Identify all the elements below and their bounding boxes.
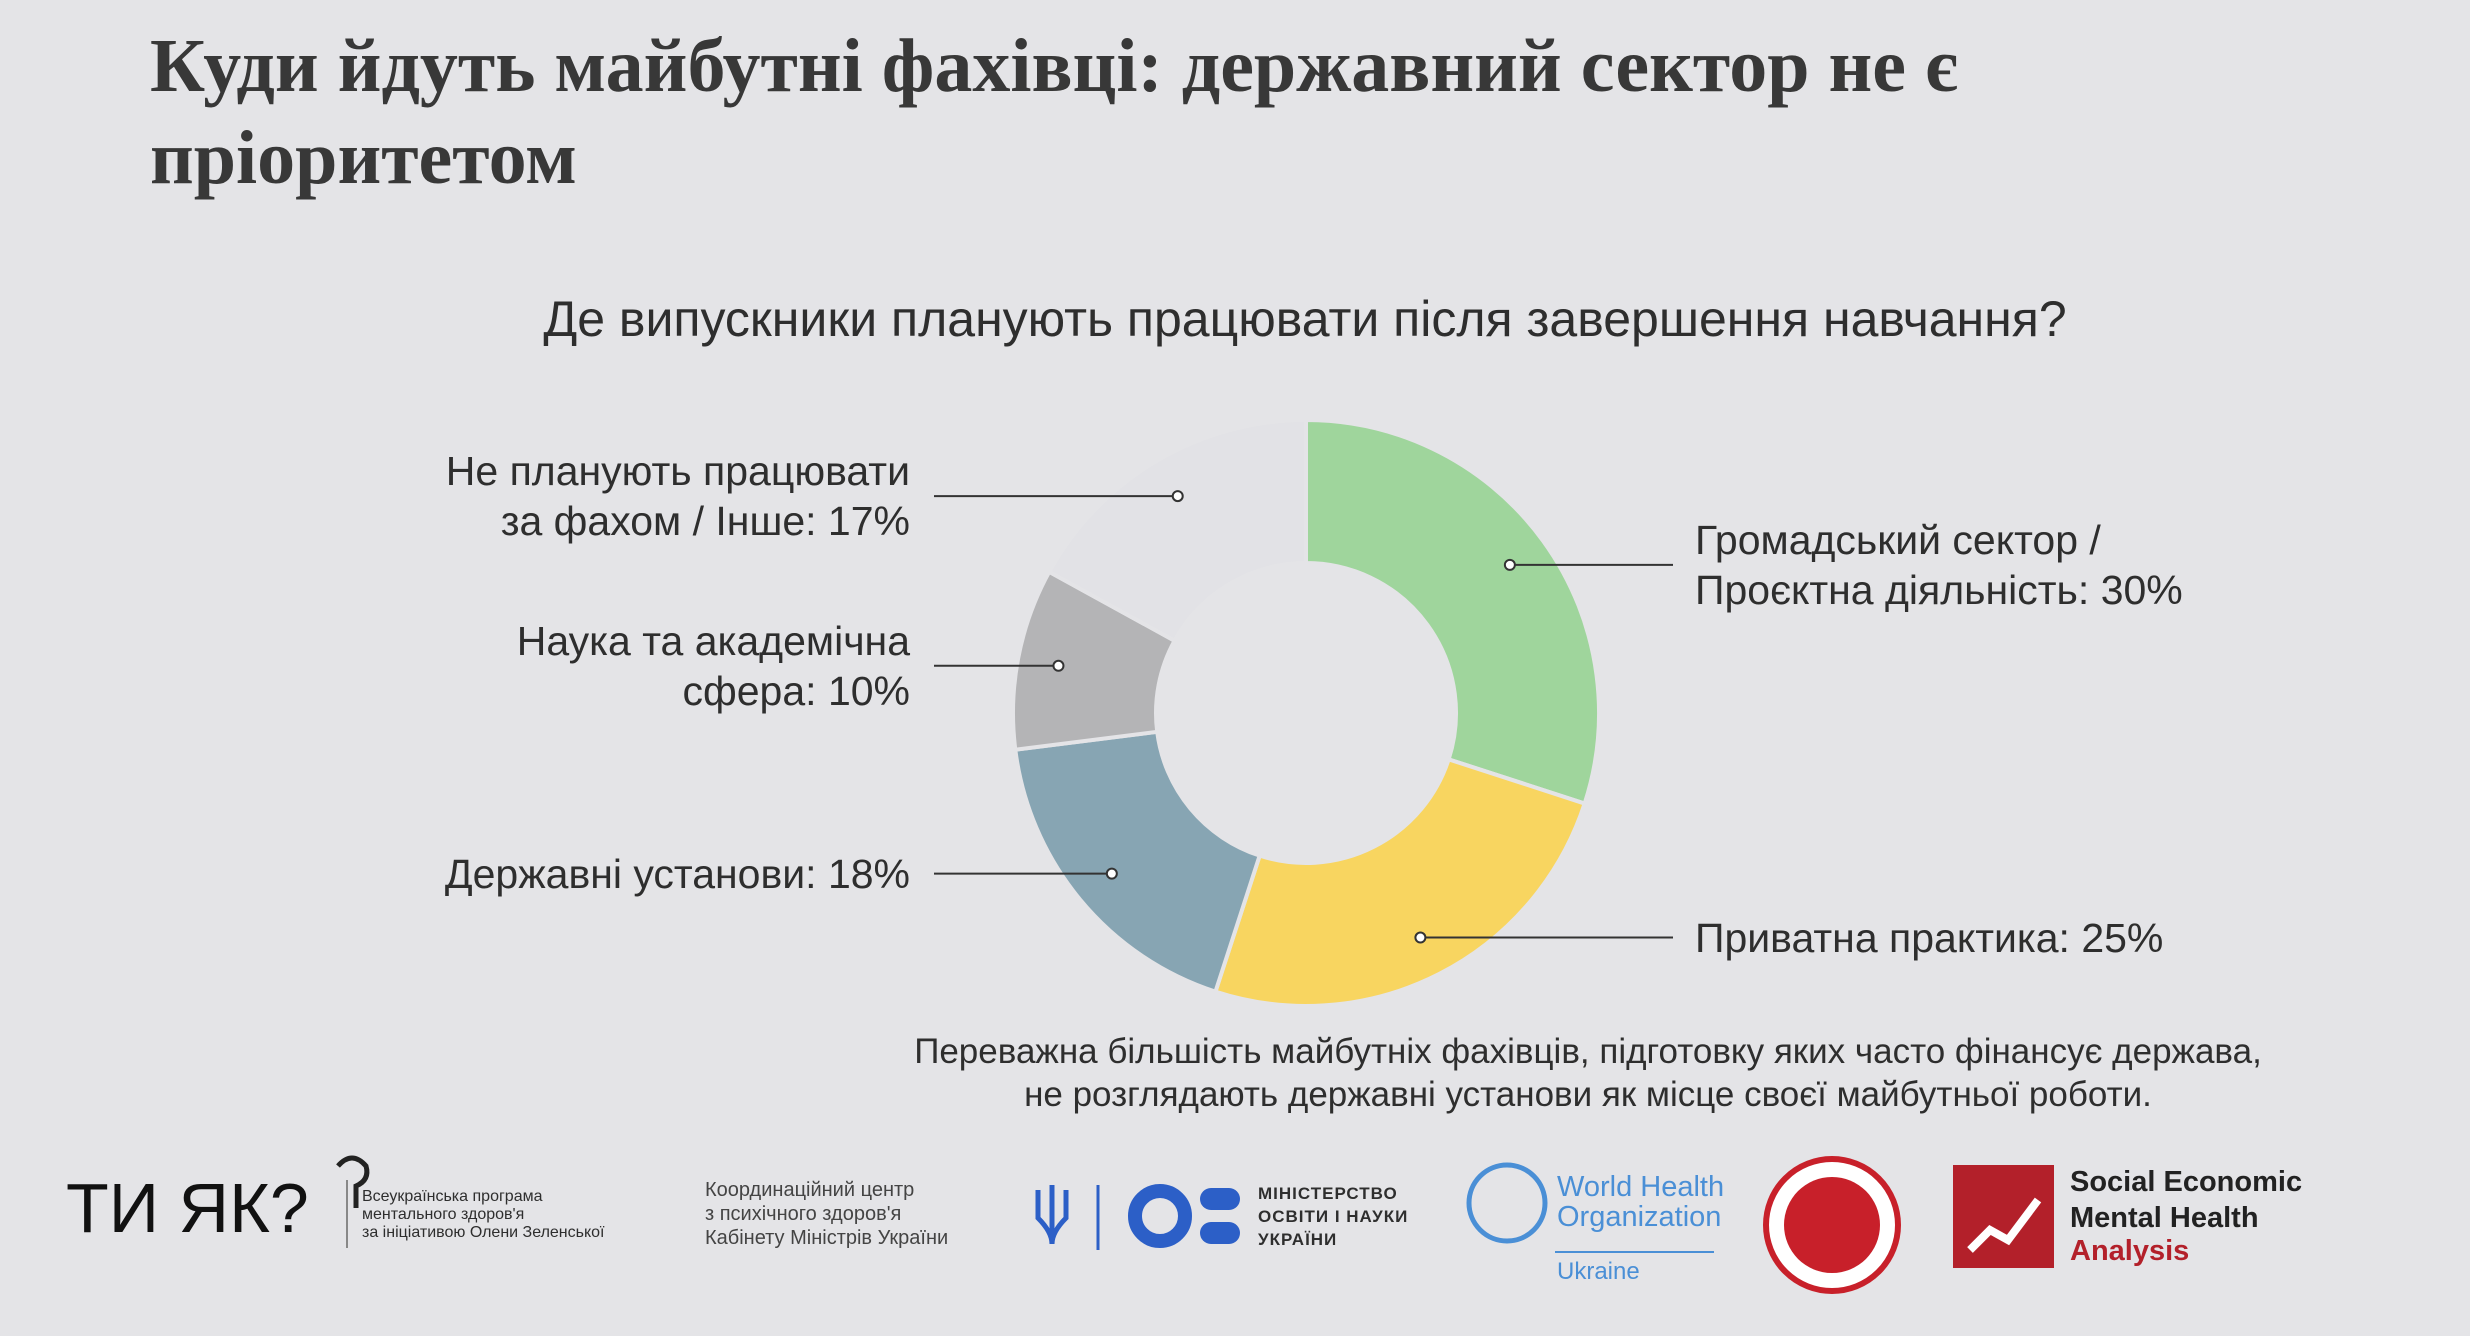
logo-text: МІНІСТЕРСТВО ОСВІТИ І НАУКИ УКРАЇНИ bbox=[1258, 1184, 1409, 1249]
semha-logo bbox=[1953, 1165, 2054, 1268]
who-logo bbox=[1466, 1162, 1548, 1244]
logo-text: Всеукраїнська програма ментального здоро… bbox=[362, 1188, 605, 1241]
logo-text: Координаційний центр з психічного здоров… bbox=[705, 1179, 949, 1249]
donut-segment bbox=[1304, 417, 1601, 807]
leader-dot bbox=[1414, 931, 1427, 944]
slice-label: Не планують працювати за фахом / Інше: 1… bbox=[445, 448, 910, 545]
slice-label: Громадський сектор / Проєктна діяльність… bbox=[1695, 516, 2183, 613]
logo-text: ТИ ЯК? bbox=[66, 1169, 309, 1247]
logo-text: Analysis bbox=[2070, 1235, 2190, 1267]
leader-dot bbox=[1105, 867, 1118, 880]
note: Переважна більшість майбутніх фахівців, … bbox=[914, 1032, 2262, 1114]
university-logo bbox=[1784, 1177, 1880, 1273]
leader-dot bbox=[1503, 558, 1516, 571]
slice-label: Державні установи: 18% bbox=[444, 850, 910, 897]
slice-label: Приватна практика: 25% bbox=[1695, 914, 2164, 961]
leader-dot bbox=[1171, 490, 1184, 503]
donut-segment bbox=[1046, 417, 1308, 644]
logo-mark bbox=[336, 1155, 370, 1208]
trident bbox=[1035, 1185, 1069, 1245]
logo-text: Ukraine bbox=[1557, 1258, 1640, 1285]
logo-text: World Health Organization bbox=[1557, 1171, 1725, 1233]
mon-logo bbox=[1200, 1222, 1240, 1244]
logo-text: Social Economic Mental Health bbox=[2070, 1166, 2303, 1234]
donut-segment bbox=[1013, 729, 1263, 995]
mon-logo bbox=[1200, 1188, 1240, 1210]
donut-segment bbox=[1212, 756, 1588, 1008]
leader-dot bbox=[1052, 659, 1065, 672]
semha-logo bbox=[1967, 1197, 2042, 1253]
chart-title: Де випускники планують працювати після з… bbox=[543, 291, 2067, 347]
slice-label: Наука та академічна сфера: 10% bbox=[516, 617, 910, 714]
mon-logo bbox=[1128, 1184, 1192, 1248]
slide-title: Куди йдуть майбутні фахівці: державний с… bbox=[150, 24, 1958, 200]
